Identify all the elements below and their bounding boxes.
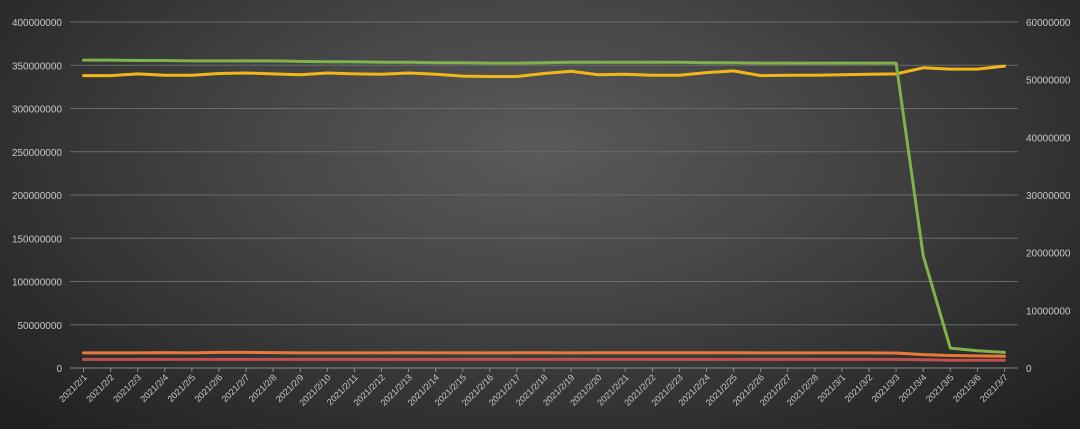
x-tick-label: 2021/2/4 (138, 372, 170, 404)
right-axis-ticks: 0 10000000 20000000 30000000 40000000 5000000… (1026, 18, 1071, 375)
x-tick-label: 2021/2/6 (193, 372, 225, 404)
series-line (82, 350, 1006, 358)
y-left-tick-label: 150000000 (12, 234, 62, 245)
y-left-tick-label: 300000000 (12, 105, 62, 116)
grid-lines (70, 21, 1018, 369)
x-tick-label: 2021/2/5 (165, 372, 197, 404)
y-right-tick-label: 30000000 (1026, 191, 1071, 202)
y-right-tick-label: 40000000 (1026, 133, 1071, 144)
x-tick-label: 2021/2/1 (57, 372, 89, 404)
series-line (82, 64, 1006, 78)
y-right-tick-label: 10000000 (1026, 306, 1071, 317)
y-right-tick-label: 50000000 (1026, 76, 1071, 87)
x-tick-label: 2021/2/8 (247, 372, 279, 404)
series-line (82, 357, 1006, 362)
y-left-tick-label: 50000000 (18, 321, 63, 332)
series-line (82, 58, 1006, 354)
chart-title: ... (623, 0, 636, 2)
y-left-tick-label: 0 (56, 364, 62, 375)
x-tick-label: 2021/3/2 (843, 372, 875, 404)
x-tick-label: 2021/3/5 (924, 372, 956, 404)
x-tick-label: 2021/3/3 (870, 372, 902, 404)
y-left-tick-label: 250000000 (12, 148, 62, 159)
y-left-tick-label: 100000000 (12, 278, 62, 289)
y-right-tick-label: 0 (1026, 364, 1032, 375)
y-left-tick-label: 200000000 (12, 191, 62, 202)
x-axis-ticks: 2021/2/12021/2/22021/2/32021/2/42021/2/5… (57, 368, 1010, 408)
x-tick-label: 2021/3/1 (816, 372, 848, 404)
x-tick-label: 2021/2/7 (220, 372, 252, 404)
y-left-tick-label: 350000000 (12, 61, 62, 72)
y-right-tick-label: 20000000 (1026, 249, 1071, 260)
x-tick-label: 2021/3/4 (897, 372, 929, 404)
y-left-tick-label: 400000000 (12, 18, 62, 29)
x-tick-label: 2021/3/7 (978, 372, 1010, 404)
x-tick-label: 2021/2/3 (111, 372, 143, 404)
x-tick-label: 2021/2/2 (84, 372, 116, 404)
left-axis-ticks: 0 50000000 100000000 150000000 200000000 2500… (12, 18, 63, 375)
y-right-tick-label: 60000000 (1026, 18, 1071, 29)
series-lines (82, 58, 1006, 362)
x-tick-label: 2021/3/6 (951, 372, 983, 404)
